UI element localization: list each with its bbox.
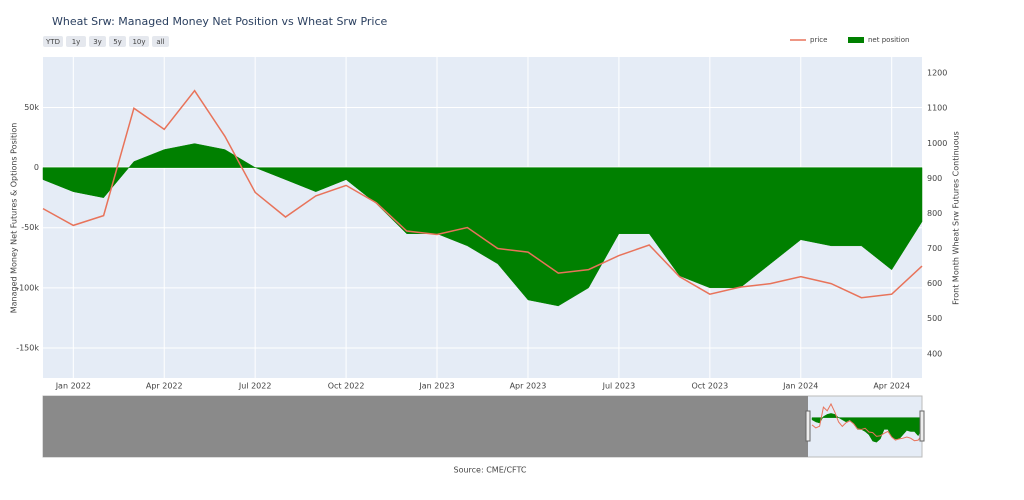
y-tick-label: -150k [16,343,39,352]
range-button-bg [43,36,63,47]
range-button[interactable]: YTD [43,36,63,47]
range-button[interactable]: 1y [66,36,86,47]
y-tick-label: 50k [24,103,39,112]
range-slider-mask [43,396,808,457]
range-button-label: 3y [93,38,102,46]
range-button[interactable]: 3y [89,36,106,47]
x-tick-label: Jul 2023 [602,382,636,391]
range-button-bg [129,36,149,47]
y2-tick-label: 800 [927,209,942,218]
legend-label: net position [868,36,909,44]
range-button-label: all [156,38,164,46]
x-tick-label: Oct 2022 [328,382,365,391]
slider-price-line [811,402,923,442]
y-tick-label: -100k [16,283,39,292]
legend-swatch [848,37,864,43]
x-tick-label: Oct 2023 [691,382,728,391]
y-axis-title: Managed Money Net Futures & Options Posi… [10,123,19,314]
y2-axis-title: Front Month Wheat Srw Futures Continuous [952,131,961,305]
range-button-label: 10y [132,38,145,46]
range-button-bg [66,36,86,47]
range-slider-handle[interactable] [919,410,925,442]
y2-tick-label: 700 [927,244,942,253]
source-note: Source: CME/CFTC [453,466,526,475]
y2-tick-label: 600 [927,279,942,288]
x-tick-label: Jan 2022 [55,382,91,391]
range-button[interactable]: all [152,36,169,47]
net-position-area [42,143,923,307]
x-tick-label: Jan 2023 [418,382,454,391]
price-line [42,89,923,299]
y-tick-label: 0 [34,163,39,172]
x-tick-label: Apr 2024 [873,382,910,391]
range-button-bg [152,36,169,47]
y2-tick-label: 1000 [927,139,947,148]
y-tick-label: -50k [21,223,39,232]
y2-tick-label: 400 [927,349,942,358]
y2-tick-label: 900 [927,174,942,183]
y2-tick-label: 1200 [927,69,947,78]
x-tick-label: Jul 2022 [238,382,272,391]
y2-tick-label: 1100 [927,104,947,113]
legend-label: price [810,36,827,44]
range-button-label: 5y [113,38,122,46]
slider-net-area [811,413,923,443]
x-tick-label: Jan 2024 [782,382,818,391]
x-tick-label: Apr 2022 [146,382,183,391]
chart-title: Wheat Srw: Managed Money Net Position vs… [52,15,388,28]
x-tick-label: Apr 2023 [510,382,547,391]
range-button-label: YTD [45,38,60,46]
y2-tick-label: 500 [927,314,942,323]
range-button-bg [109,36,126,47]
range-button[interactable]: 10y [129,36,149,47]
range-button-bg [89,36,106,47]
range-button[interactable]: 5y [109,36,126,47]
range-slider-handle[interactable] [805,410,811,442]
range-button-label: 1y [72,38,81,46]
